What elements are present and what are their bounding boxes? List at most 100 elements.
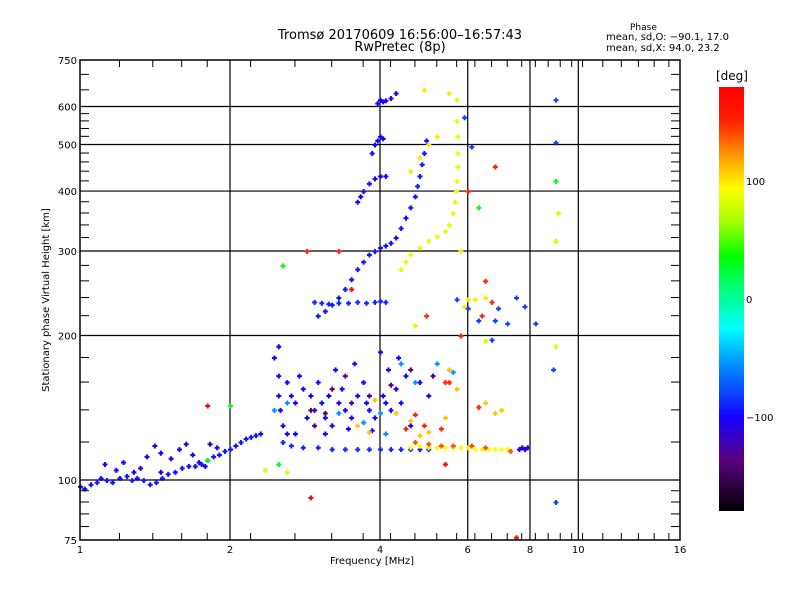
data-point bbox=[117, 475, 123, 481]
data-point bbox=[417, 155, 423, 161]
point-v bbox=[454, 199, 457, 205]
data-point bbox=[288, 393, 294, 399]
data-point bbox=[492, 318, 498, 324]
point-v bbox=[317, 445, 320, 451]
data-point bbox=[408, 423, 414, 429]
data-point bbox=[421, 87, 427, 93]
data-point bbox=[322, 308, 328, 314]
point-v bbox=[427, 441, 430, 447]
data-point bbox=[438, 443, 444, 449]
data-point bbox=[417, 245, 423, 251]
point-v bbox=[518, 447, 521, 453]
data-point bbox=[315, 313, 321, 319]
point-v bbox=[282, 440, 285, 446]
point-v bbox=[526, 445, 529, 451]
data-point bbox=[419, 162, 425, 168]
point-v bbox=[105, 478, 108, 484]
y-tick-label: 300 bbox=[58, 247, 77, 258]
data-point bbox=[361, 189, 367, 195]
data-point bbox=[129, 478, 135, 484]
data-point bbox=[412, 440, 418, 446]
point-v bbox=[181, 465, 184, 471]
data-point bbox=[408, 252, 414, 258]
point-v bbox=[374, 397, 377, 403]
data-point bbox=[102, 461, 108, 467]
point-v bbox=[277, 461, 280, 467]
point-v bbox=[302, 386, 305, 392]
point-v bbox=[409, 418, 412, 424]
data-point bbox=[398, 226, 404, 232]
data-point bbox=[492, 410, 498, 416]
point-v bbox=[554, 140, 557, 146]
data-point bbox=[278, 407, 284, 413]
data-point bbox=[450, 443, 456, 449]
colorbar-tick-label: 100 bbox=[746, 177, 765, 188]
point-v bbox=[456, 386, 459, 392]
point-v bbox=[327, 301, 330, 307]
point-v bbox=[313, 423, 316, 429]
point-v bbox=[448, 367, 451, 373]
point-v bbox=[206, 458, 209, 464]
point-v bbox=[374, 249, 377, 255]
y-tick-label: 500 bbox=[58, 141, 77, 152]
data-point bbox=[248, 434, 254, 440]
point-v bbox=[456, 297, 459, 303]
point-v bbox=[515, 295, 518, 301]
point-v bbox=[362, 259, 365, 265]
data-point bbox=[322, 415, 328, 421]
data-point bbox=[98, 475, 104, 481]
point-v bbox=[463, 304, 466, 310]
data-point bbox=[121, 460, 127, 466]
data-point bbox=[408, 205, 414, 211]
point-v bbox=[379, 349, 382, 355]
point-v bbox=[418, 433, 421, 439]
data-point bbox=[446, 367, 452, 373]
data-point bbox=[393, 235, 399, 241]
data-point bbox=[141, 478, 147, 484]
point-v bbox=[494, 410, 497, 416]
point-v bbox=[484, 338, 487, 344]
point-v bbox=[416, 183, 419, 189]
data-point bbox=[378, 299, 383, 305]
data-point bbox=[455, 134, 461, 140]
data-point bbox=[522, 447, 528, 453]
data-point bbox=[442, 229, 448, 235]
data-point bbox=[454, 97, 460, 103]
data-point bbox=[158, 450, 164, 456]
point-v bbox=[440, 426, 443, 432]
data-point bbox=[398, 447, 404, 453]
data-point bbox=[342, 447, 348, 453]
data-point bbox=[519, 445, 525, 451]
chart-subtitle: RwPretec (8p) bbox=[354, 40, 446, 55]
data-point bbox=[380, 136, 386, 142]
point-v bbox=[477, 205, 480, 211]
point-v bbox=[409, 205, 412, 211]
data-point bbox=[366, 429, 372, 435]
point-v bbox=[404, 259, 407, 265]
data-point bbox=[533, 321, 539, 327]
data-point bbox=[228, 447, 233, 453]
x-tick-label: 2 bbox=[227, 545, 233, 556]
data-point bbox=[476, 404, 482, 410]
point-v bbox=[200, 461, 203, 467]
point-v bbox=[350, 400, 353, 406]
point-v bbox=[159, 450, 162, 456]
data-point bbox=[262, 467, 268, 473]
data-point bbox=[168, 456, 174, 462]
chart-title: Tromsø 20170609 16:56:00–16:57:43 bbox=[277, 28, 523, 43]
data-point bbox=[403, 215, 409, 221]
point-v bbox=[132, 469, 135, 475]
point-v bbox=[376, 101, 379, 107]
point-v bbox=[506, 447, 509, 453]
point-v bbox=[467, 297, 470, 303]
data-point bbox=[271, 407, 277, 413]
point-v bbox=[427, 445, 430, 451]
point-v bbox=[456, 134, 459, 140]
data-point bbox=[446, 222, 452, 228]
point-v bbox=[159, 469, 162, 475]
data-point bbox=[454, 297, 460, 303]
point-v bbox=[459, 445, 462, 451]
data-point bbox=[378, 173, 383, 179]
data-point bbox=[553, 344, 559, 350]
point-v bbox=[273, 355, 276, 361]
